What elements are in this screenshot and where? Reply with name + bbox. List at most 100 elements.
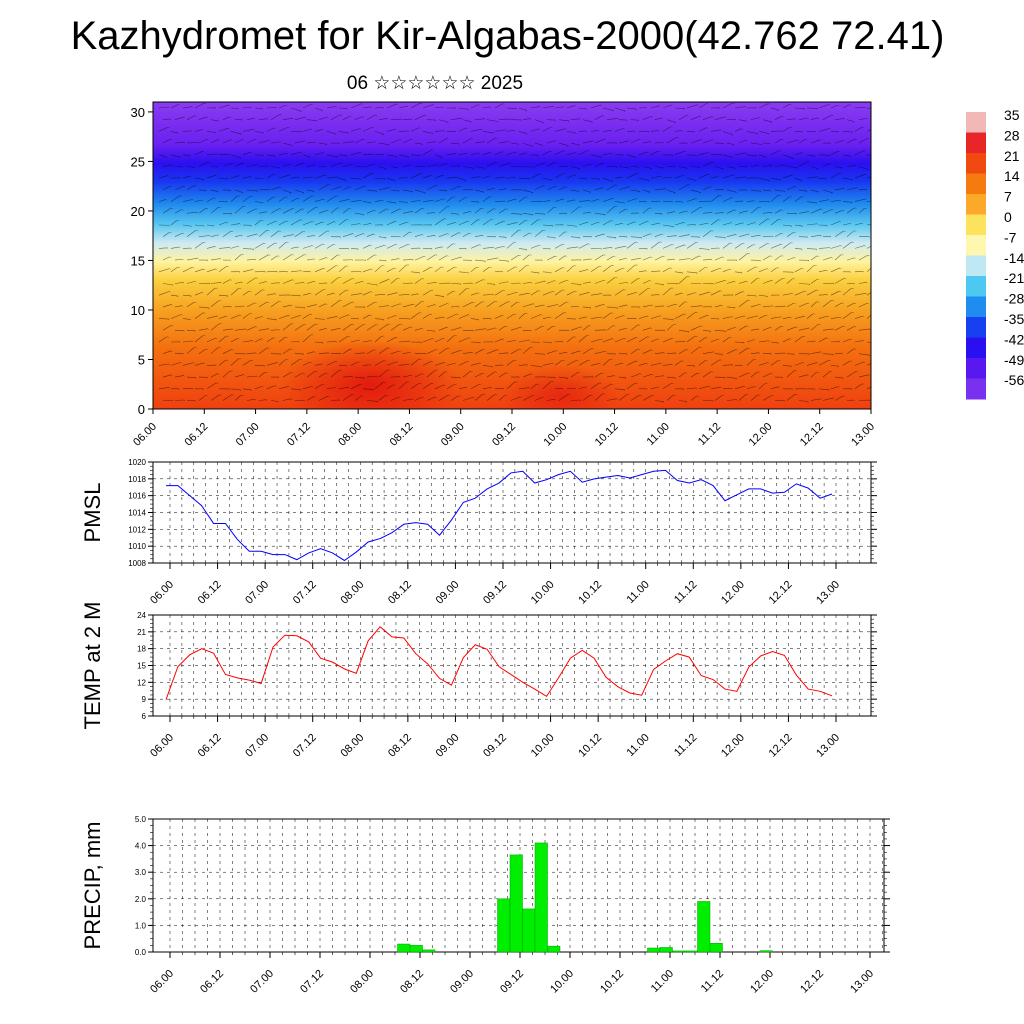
wind-barb	[566, 174, 575, 179]
wind-barb	[546, 350, 557, 354]
wind-barb-flag	[197, 257, 199, 260]
wind-barb	[158, 175, 169, 179]
wind-barb	[678, 115, 687, 120]
wind-barb	[590, 177, 600, 180]
wind-barb-flag	[781, 115, 784, 118]
wind-barb-flag	[719, 268, 722, 270]
wind-barb	[434, 316, 445, 319]
wind-barb	[342, 233, 353, 237]
wind-barb-flag	[720, 290, 722, 292]
wind-barb	[570, 372, 578, 378]
wind-barb	[494, 103, 503, 109]
wind-barb	[518, 248, 527, 250]
wind-barb	[782, 224, 792, 227]
wind-barb-flag	[771, 280, 774, 282]
wind-barb	[354, 281, 363, 284]
wind-barb	[450, 395, 459, 401]
wind-barb	[642, 207, 650, 214]
colorbar-label: 14	[1004, 168, 1020, 184]
wind-barb	[206, 315, 217, 319]
wind-barb-flag	[624, 338, 627, 340]
wind-barb	[174, 258, 183, 261]
wind-barb-flag	[353, 141, 355, 143]
wind-barb	[330, 254, 338, 261]
wind-barb-flag	[660, 362, 662, 365]
wind-barb	[354, 233, 364, 237]
wind-barb	[654, 117, 662, 120]
wind-barb	[546, 399, 555, 401]
wind-barb	[482, 131, 494, 134]
wind-barb	[506, 381, 515, 390]
wind-barb	[794, 362, 803, 366]
wind-barb-flag	[601, 338, 603, 341]
wind-barb	[182, 294, 192, 297]
wind-barb	[630, 138, 639, 144]
wind-barb	[678, 210, 687, 214]
wind-barb	[606, 398, 617, 401]
wind-barb	[158, 268, 170, 273]
precip-bar	[659, 947, 673, 953]
wind-barb	[366, 283, 378, 286]
wind-barb	[338, 265, 347, 273]
wind-barb	[434, 294, 445, 297]
wind-barb	[162, 350, 172, 354]
wind-barb-flag	[335, 106, 337, 108]
section-xtick-label: 07.12	[285, 421, 313, 449]
wind-barb	[794, 177, 802, 181]
wind-barb	[498, 325, 506, 331]
wind-barb	[662, 338, 673, 343]
wind-barb	[162, 138, 171, 144]
wind-barb	[234, 281, 242, 284]
wind-barb-flag	[756, 133, 758, 135]
wind-barb	[686, 335, 696, 343]
wind-barb	[246, 375, 257, 378]
wind-barb-flag	[658, 222, 661, 225]
wind-barb	[242, 340, 253, 343]
wind-barb-flag	[563, 106, 565, 108]
wind-barb	[806, 154, 816, 157]
wind-barb	[486, 257, 498, 261]
wind-barb	[366, 349, 374, 354]
wind-barb-flag	[800, 180, 802, 182]
wind-barb	[422, 313, 430, 319]
wind-barb-flag	[257, 164, 259, 166]
wind-barb-flag	[842, 325, 845, 327]
wind-barb	[498, 208, 506, 214]
wind-barb-flag	[515, 151, 517, 154]
wind-barb-flag	[707, 222, 709, 225]
wind-barb	[378, 259, 387, 262]
wind-barb	[326, 361, 336, 366]
wind-barb	[602, 312, 612, 319]
wind-barb	[770, 360, 779, 366]
wind-barb-flag	[297, 198, 300, 200]
wind-barb	[450, 142, 460, 145]
wind-barb	[366, 141, 375, 144]
wind-barb-flag	[325, 303, 328, 305]
wind-barb-flag	[482, 349, 485, 351]
wind-barb	[714, 330, 726, 332]
wind-barb	[266, 127, 275, 132]
wind-barb-flag	[766, 268, 769, 270]
wind-barb	[618, 376, 627, 379]
precip-bar	[697, 901, 711, 953]
wind-barb	[678, 166, 688, 169]
wind-barb-flag	[213, 197, 216, 199]
wind-barb	[702, 116, 713, 120]
wind-barb	[650, 315, 661, 319]
wind-barb	[254, 316, 263, 319]
wind-barb	[746, 339, 754, 343]
wind-barb	[426, 185, 437, 191]
wind-barb-flag	[699, 115, 702, 118]
wind-barb	[866, 341, 871, 343]
wind-barb	[558, 186, 566, 191]
colorbar-swatch	[966, 276, 986, 297]
wind-barb	[734, 128, 742, 132]
wind-barb-flag	[382, 200, 384, 202]
section-xtick-label: 07.00	[234, 421, 262, 449]
wind-barb	[234, 395, 242, 401]
wind-barb	[234, 234, 243, 237]
wind-barb-flag	[587, 150, 590, 152]
wind-barb	[342, 348, 351, 354]
wind-barb-flag	[305, 116, 307, 119]
wind-barb-flag	[551, 179, 553, 182]
